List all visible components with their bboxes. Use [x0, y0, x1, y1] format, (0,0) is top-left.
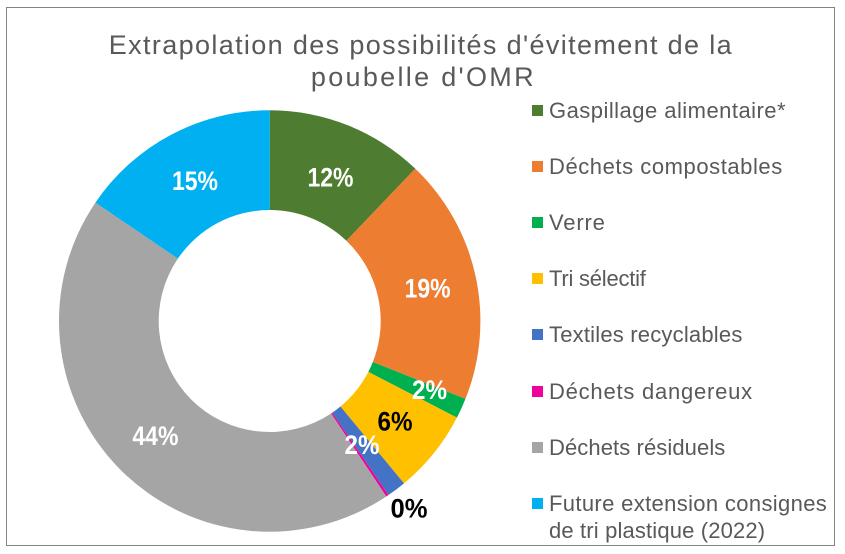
svg-text:0%: 0%: [391, 494, 428, 524]
svg-text:15%: 15%: [172, 166, 218, 196]
svg-text:12%: 12%: [308, 163, 354, 193]
svg-text:6%: 6%: [378, 407, 413, 437]
svg-text:2%: 2%: [345, 430, 380, 460]
svg-text:19%: 19%: [405, 274, 451, 304]
svg-text:2%: 2%: [412, 375, 447, 405]
svg-text:44%: 44%: [132, 421, 178, 451]
